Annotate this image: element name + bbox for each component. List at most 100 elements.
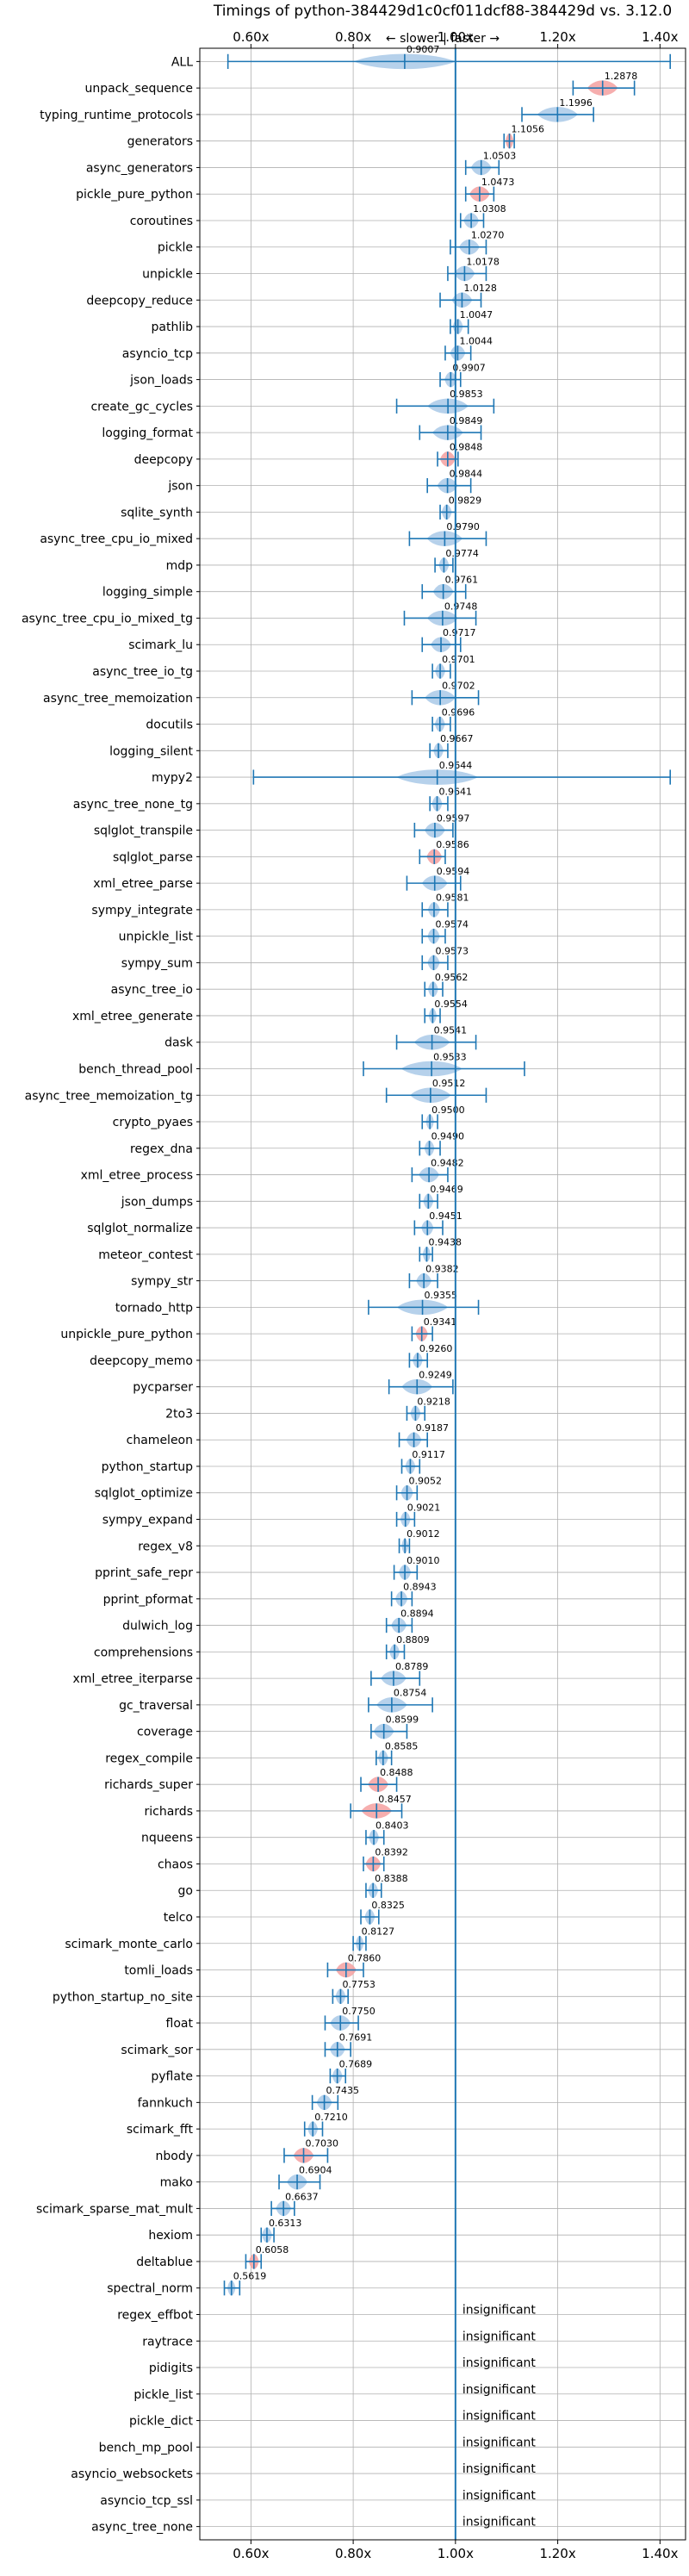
benchmark-label: float xyxy=(166,2017,194,2031)
value-label: 0.9848 xyxy=(450,442,483,453)
value-label: 0.9451 xyxy=(429,1210,462,1222)
value-label: 0.8943 xyxy=(403,1582,437,1593)
value-label: 0.8585 xyxy=(385,1740,419,1752)
value-label: 0.8392 xyxy=(375,1846,408,1857)
value-label: 0.9574 xyxy=(436,919,469,930)
value-label: 0.8894 xyxy=(400,1608,434,1619)
benchmark-label: hexiom xyxy=(148,2229,193,2243)
benchmark-label: json_loads xyxy=(129,374,193,388)
value-label: 0.8325 xyxy=(371,1900,405,1911)
value-label: 0.9696 xyxy=(442,706,475,718)
benchmark-label: unpickle_pure_python xyxy=(60,1328,193,1341)
value-label: 0.9907 xyxy=(452,362,486,373)
benchmark-label: xml_etree_generate xyxy=(72,1010,193,1024)
value-label: 0.7860 xyxy=(348,1952,382,1963)
value-label: 0.5619 xyxy=(233,2271,267,2282)
value-label: 0.8809 xyxy=(396,1634,430,1646)
benchmark-label: json xyxy=(167,480,193,494)
benchmark-label: 2to3 xyxy=(165,1407,193,1421)
value-label: 0.6637 xyxy=(285,2191,319,2202)
insignificant-label: insignificant xyxy=(462,2356,537,2370)
insignificant-label: insignificant xyxy=(462,2436,537,2449)
benchmark-label: unpack_sequence xyxy=(85,82,193,96)
benchmark-label: raytrace xyxy=(142,2335,193,2349)
value-label: 1.1056 xyxy=(512,124,545,135)
benchmark-label: mako xyxy=(160,2176,193,2190)
benchmark-label: pickle xyxy=(158,241,193,255)
value-label: 1.0473 xyxy=(481,177,515,188)
benchmark-label: chameleon xyxy=(127,1434,193,1447)
x-tick-label-bottom: 1.20x xyxy=(539,2546,575,2561)
value-label: 0.9573 xyxy=(435,945,469,956)
value-label: 0.9512 xyxy=(432,1078,466,1089)
value-label: 0.9052 xyxy=(409,1476,443,1487)
value-label: 1.0308 xyxy=(473,203,506,215)
benchmark-label: regex_effbot xyxy=(117,2308,193,2322)
value-label: 0.9702 xyxy=(442,681,475,692)
value-label: 0.9533 xyxy=(433,1051,467,1062)
x-tick-label-bottom: 0.80x xyxy=(335,2546,371,2561)
benchmark-label: dask xyxy=(164,1036,194,1050)
value-label: 0.9586 xyxy=(436,839,469,850)
benchmark-label: async_tree_memoization_tg xyxy=(25,1089,193,1103)
benchmark-label: async_generators xyxy=(86,161,193,175)
benchmark-label: scimark_monte_carlo xyxy=(65,1938,193,1951)
benchmark-label: gc_traversal xyxy=(119,1699,193,1713)
value-label: 0.9774 xyxy=(445,548,479,559)
benchmark-label: regex_v8 xyxy=(138,1540,193,1553)
value-label: 0.8488 xyxy=(380,1767,413,1778)
benchmark-label: docutils xyxy=(146,719,193,732)
benchmark-label: asyncio_tcp xyxy=(122,347,193,361)
benchmark-label: nbody xyxy=(156,2150,194,2163)
benchmark-label: richards_super xyxy=(104,1778,193,1792)
benchmark-label: go xyxy=(178,1884,193,1898)
value-label: 0.7753 xyxy=(342,1979,376,1990)
benchmark-label: scimark_sparse_mat_mult xyxy=(36,2202,193,2216)
benchmark-label: deltablue xyxy=(136,2256,193,2269)
value-label: 0.9218 xyxy=(417,1396,450,1407)
benchmark-label: logging_silent xyxy=(109,744,193,758)
benchmark-label: async_tree_none xyxy=(91,2521,193,2535)
value-label: 0.8403 xyxy=(376,1820,409,1832)
value-label: 0.9849 xyxy=(450,415,483,426)
benchmark-label: nqueens xyxy=(141,1832,193,1845)
benchmark-label: fannkuch xyxy=(138,2096,193,2110)
benchmark-label: pathlib xyxy=(152,320,194,334)
benchmark-label: pprint_pformat xyxy=(103,1593,194,1607)
value-label: 0.9010 xyxy=(407,1555,440,1566)
benchmark-label: python_startup_no_site xyxy=(53,1990,193,2004)
benchmark-label: logging_simple xyxy=(102,586,193,600)
benchmark-label: deepcopy_reduce xyxy=(86,294,193,308)
value-label: 0.7750 xyxy=(342,2006,376,2017)
value-label: 0.9829 xyxy=(449,495,482,506)
x-tick-label-top: 1.00x xyxy=(438,29,474,45)
benchmark-label: chaos xyxy=(158,1857,193,1871)
benchmark-label: tornado_http xyxy=(115,1301,193,1315)
value-label: 0.8754 xyxy=(394,1688,427,1699)
benchmark-label: regex_dna xyxy=(130,1142,193,1156)
benchmark-label: sqlglot_normalize xyxy=(87,1222,193,1235)
x-tick-label-top: 0.80x xyxy=(335,29,371,45)
benchmark-label: xml_etree_iterparse xyxy=(73,1672,193,1686)
insignificant-label: insignificant xyxy=(462,2489,537,2503)
benchmark-label: sqlglot_parse xyxy=(113,850,193,864)
benchmark-label: coroutines xyxy=(130,215,193,228)
value-label: 0.9844 xyxy=(450,468,483,479)
value-label: 0.8457 xyxy=(378,1794,412,1805)
benchmark-label: crypto_pyaes xyxy=(113,1116,193,1129)
value-label: 0.9482 xyxy=(431,1157,463,1168)
x-tick-label-top: 1.20x xyxy=(539,29,575,45)
benchmark-label: asyncio_tcp_ssl xyxy=(100,2494,193,2508)
benchmark-label: scimark_sor xyxy=(121,2044,193,2057)
value-label: 0.9581 xyxy=(436,893,469,904)
value-label: 1.0047 xyxy=(460,309,493,320)
benchmark-label: deepcopy_memo xyxy=(90,1354,193,1368)
benchmark-label: scimark_fft xyxy=(127,2123,194,2137)
benchmark-label: bench_mp_pool xyxy=(99,2441,193,2455)
value-label: 0.9341 xyxy=(424,1316,457,1328)
value-label: 0.9554 xyxy=(434,999,467,1010)
benchmark-label: pickle_dict xyxy=(129,2415,194,2429)
benchmark-label: telco xyxy=(164,1911,193,1925)
benchmark-label: create_gc_cycles xyxy=(90,400,193,414)
